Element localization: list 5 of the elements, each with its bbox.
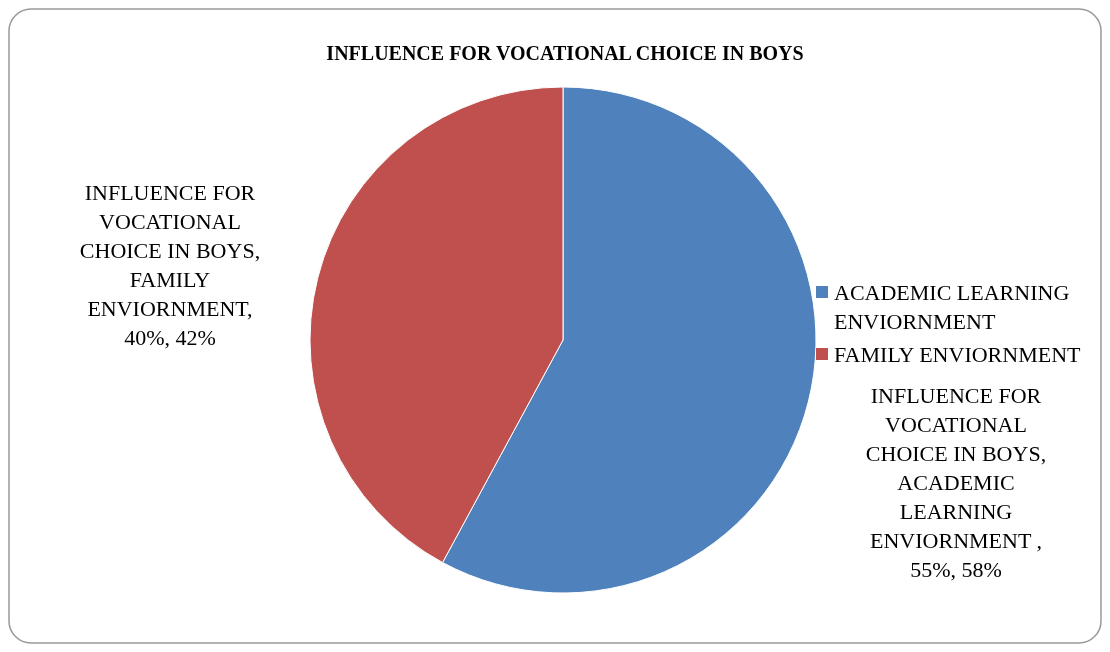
data-label: INFLUENCE FOR VOCATIONAL CHOICE IN BOYS, ACADEMIC LEARNING ENVIORNMENT , 55%, 58% bbox=[865, 383, 1047, 582]
chart-title: INFLUENCE FOR VOCATIONAL CHOICE IN BOYS bbox=[326, 42, 804, 64]
legend-label: FAMILY ENVIORNMENT bbox=[834, 342, 1082, 367]
legend-label: ACADEMIC LEARNING ENVIORNMENT bbox=[834, 280, 1070, 334]
data-label: INFLUENCE FOR VOCATIONAL CHOICE IN BOYS, FAMILY ENVIORNMENT, 40%, 42% bbox=[79, 180, 261, 351]
